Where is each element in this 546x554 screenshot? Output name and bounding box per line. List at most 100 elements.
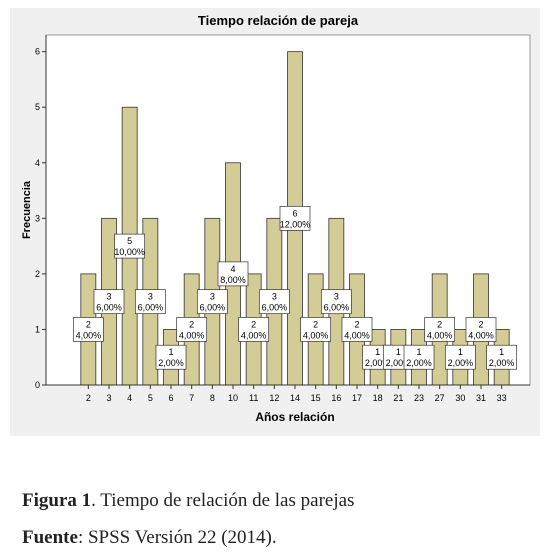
data-label-percent: 4,00% xyxy=(344,330,370,340)
chart-title: Tiempo relación de pareja xyxy=(198,13,359,28)
data-label-box xyxy=(341,317,373,342)
data-label-box xyxy=(444,344,476,370)
y-tick-label: 6 xyxy=(35,47,40,57)
caption-text: . Tiempo de relación de las parejas xyxy=(91,490,355,511)
data-label-percent: 4,00% xyxy=(241,330,267,340)
data-label-box xyxy=(279,205,311,231)
data-label-count: 2 xyxy=(313,319,318,329)
x-tick-label: 21 xyxy=(393,393,403,403)
x-tick-label: 14 xyxy=(290,393,300,403)
data-label-box xyxy=(134,289,166,315)
data-label-box xyxy=(300,317,332,342)
data-label-count: 2 xyxy=(478,319,483,329)
y-tick-label: 2 xyxy=(35,269,40,279)
data-label-percent: 2,00% xyxy=(448,358,474,368)
data-label-percent: 2,00% xyxy=(365,358,391,368)
data-label-count: 1 xyxy=(458,347,463,357)
data-label-count: 1 xyxy=(396,347,401,357)
data-label-percent: 2,00% xyxy=(386,358,412,368)
y-tick-label: 4 xyxy=(35,158,40,168)
data-label-count: 6 xyxy=(292,208,297,218)
data-label-percent: 6,00% xyxy=(96,303,122,313)
data-label-box xyxy=(403,344,435,370)
y-tick-label: 1 xyxy=(35,324,40,334)
data-label-percent: 2,00% xyxy=(158,358,184,368)
source: Fuente: SPSS Versión 22 (2014). xyxy=(22,527,277,549)
data-label-percent: 4,00% xyxy=(179,330,205,340)
data-label-count: 2 xyxy=(354,319,359,329)
data-label-count: 4 xyxy=(230,264,235,274)
x-tick-label: 4 xyxy=(127,393,132,403)
data-label-box xyxy=(424,317,456,342)
data-label-percent: 10,00% xyxy=(114,247,145,257)
y-tick-label: 3 xyxy=(35,213,40,223)
data-label-percent: 2,00% xyxy=(406,358,432,368)
data-label-box xyxy=(114,233,146,259)
x-tick-label: 27 xyxy=(435,393,445,403)
x-tick-label: 12 xyxy=(269,393,279,403)
x-tick-label: 16 xyxy=(331,393,341,403)
data-label-percent: 8,00% xyxy=(220,275,246,285)
data-label-count: 1 xyxy=(499,347,504,357)
data-label-count: 3 xyxy=(210,292,215,302)
x-tick-label: 23 xyxy=(414,393,424,403)
data-label-count: 2 xyxy=(251,319,256,329)
data-label-count: 1 xyxy=(416,347,421,357)
data-label-percent: 6,00% xyxy=(138,303,164,313)
source-label: Fuente xyxy=(22,527,78,548)
data-label-box xyxy=(465,317,497,342)
data-label-count: 1 xyxy=(168,347,173,357)
data-label-box xyxy=(93,289,125,315)
data-label-box xyxy=(196,289,228,315)
x-axis-label: Años relación xyxy=(255,410,334,424)
x-tick-label: 33 xyxy=(497,393,507,403)
data-label-count: 1 xyxy=(375,347,380,357)
data-label-percent: 6,00% xyxy=(324,303,350,313)
data-label-box xyxy=(320,289,352,315)
y-tick-label: 0 xyxy=(35,380,40,390)
data-label-box xyxy=(72,317,104,342)
source-text: : SPSS Versión 22 (2014). xyxy=(77,527,277,548)
data-label-percent: 12,00% xyxy=(280,219,311,229)
x-tick-label: 31 xyxy=(476,393,486,403)
x-tick-label: 11 xyxy=(249,393,258,403)
data-label-count: 3 xyxy=(106,292,111,302)
data-label-count: 2 xyxy=(189,319,194,329)
x-tick-label: 6 xyxy=(168,393,173,403)
data-label-box xyxy=(155,344,187,370)
x-tick-label: 17 xyxy=(352,393,362,403)
data-label-percent: 4,00% xyxy=(468,330,494,340)
x-tick-label: 3 xyxy=(106,393,111,403)
data-label-percent: 4,00% xyxy=(427,330,453,340)
data-label-percent: 6,00% xyxy=(262,303,288,313)
data-label-count: 5 xyxy=(127,236,132,246)
x-tick-label: 30 xyxy=(455,393,465,403)
x-tick-label: 18 xyxy=(373,393,383,403)
data-label-box xyxy=(217,261,249,287)
data-label-count: 3 xyxy=(334,292,339,302)
data-label-count: 3 xyxy=(272,292,277,302)
caption-label: Figura 1 xyxy=(22,490,92,511)
x-tick-label: 2 xyxy=(86,393,91,403)
y-tick-label: 5 xyxy=(35,102,40,112)
data-label-count: 3 xyxy=(148,292,153,302)
y-axis-label: Frecuencia xyxy=(21,180,33,239)
data-label-percent: 2,00% xyxy=(489,358,515,368)
chart: Tiempo relación de pareja Frecuencia Año… xyxy=(10,8,540,436)
x-tick-label: 8 xyxy=(210,393,215,403)
x-tick-label: 7 xyxy=(189,393,194,403)
data-label-box xyxy=(486,344,518,370)
data-label-box xyxy=(238,317,270,342)
data-label-box xyxy=(176,317,208,342)
data-label-box xyxy=(258,289,290,315)
x-tick-label: 15 xyxy=(311,393,321,403)
data-label-percent: 6,00% xyxy=(200,303,226,313)
data-label-count: 2 xyxy=(437,319,442,329)
data-label-percent: 4,00% xyxy=(303,330,329,340)
data-label-count: 2 xyxy=(86,319,91,329)
x-tick-label: 5 xyxy=(148,393,153,403)
x-tick-label: 10 xyxy=(228,393,238,403)
data-label-percent: 4,00% xyxy=(76,330,102,340)
figure-caption: Figura 1. Tiempo de relación de las pare… xyxy=(22,490,354,512)
